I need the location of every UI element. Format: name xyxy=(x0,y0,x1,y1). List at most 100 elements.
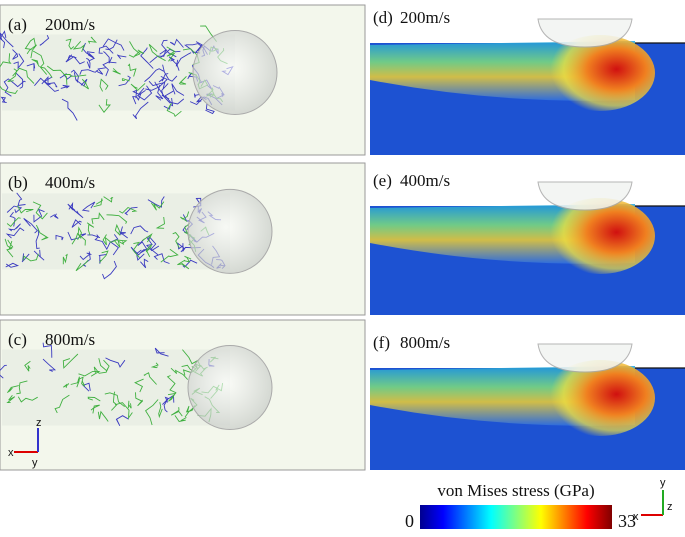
dislocation-line xyxy=(26,63,36,72)
dislocation-line xyxy=(127,63,137,77)
dislocation-line xyxy=(12,49,19,60)
axis-label: z xyxy=(36,417,42,429)
dislocation-line xyxy=(35,227,40,250)
dislocation-line xyxy=(23,218,38,234)
dislocation-line xyxy=(3,78,12,97)
dislocation-line xyxy=(174,415,187,422)
dislocation-line xyxy=(67,55,77,61)
projectile xyxy=(537,181,633,211)
dislocation-line xyxy=(24,360,31,372)
dislocation-line xyxy=(166,46,176,62)
dislocation-line xyxy=(81,201,96,212)
dislocation-line xyxy=(103,196,114,203)
dislocation-line xyxy=(183,255,192,263)
dislocation-line xyxy=(16,192,26,207)
dislocation-line xyxy=(118,75,131,87)
dislocation-line xyxy=(64,74,87,77)
panel-label: (e) xyxy=(373,171,392,190)
dislocation-line xyxy=(148,80,166,90)
dislocation-line xyxy=(12,67,35,84)
panel-speed: 400m/s xyxy=(45,173,95,192)
panel-speed: 400m/s xyxy=(400,171,450,190)
dislocation-line xyxy=(160,48,181,58)
dislocation-line xyxy=(63,383,70,388)
dislocation-line xyxy=(128,49,145,58)
projectile xyxy=(537,18,633,48)
dislocation-line xyxy=(155,84,164,101)
dislocation-line xyxy=(153,253,170,264)
axis-label: z xyxy=(667,501,673,513)
dislocation-line xyxy=(102,61,117,77)
dislocation-line xyxy=(102,260,117,280)
dislocation-line xyxy=(154,81,171,104)
dislocation-line xyxy=(86,51,96,62)
dislocation-line xyxy=(94,236,111,251)
dislocation-line xyxy=(140,47,154,69)
dislocation-line xyxy=(71,232,86,246)
stress-hotspot xyxy=(545,35,655,111)
dislocation-line xyxy=(134,378,144,393)
dislocation-line xyxy=(67,201,76,211)
dislocation-line xyxy=(7,78,26,88)
dislocation-line xyxy=(149,48,167,64)
dislocation-line xyxy=(104,392,125,408)
dislocation-line xyxy=(166,375,177,394)
dislocation-line xyxy=(115,415,129,427)
dislocation-line xyxy=(6,217,21,228)
panel-label: (b) xyxy=(8,173,28,192)
dislocation-line xyxy=(4,238,14,258)
dislocation-line xyxy=(130,225,149,235)
dislocation-line xyxy=(97,410,109,422)
dislocation-line xyxy=(35,224,49,241)
dislocation-line xyxy=(99,250,109,263)
dislocation-line xyxy=(144,68,165,82)
dislocation-line xyxy=(50,213,59,219)
panel-label: (d) xyxy=(373,8,393,27)
dislocation-line xyxy=(0,53,12,68)
dislocation-line xyxy=(110,239,128,244)
dislocation-line xyxy=(98,98,111,113)
dislocation-line xyxy=(167,392,177,402)
dislocation-line xyxy=(70,376,80,388)
dislocation-line xyxy=(170,367,189,380)
dislocation-line xyxy=(78,370,101,377)
dislocation-line xyxy=(26,44,37,59)
dislocation-line xyxy=(130,246,152,256)
dislocation-line xyxy=(93,366,109,374)
dislocation-line xyxy=(205,103,215,115)
panel-speed: 200m/s xyxy=(400,8,450,27)
dislocation-line xyxy=(178,76,187,85)
dislocation-line xyxy=(150,362,159,369)
dislocation-line xyxy=(158,73,169,83)
projectile xyxy=(187,345,273,430)
colorbar-tick-label: 0 xyxy=(405,511,414,531)
dislocation-line xyxy=(17,205,34,214)
dislocation-line xyxy=(87,36,97,44)
dislocation-line xyxy=(145,244,152,258)
dislocation-line xyxy=(141,233,153,243)
projectile xyxy=(192,30,278,115)
panel-bg-top xyxy=(370,168,685,206)
projectile xyxy=(537,343,633,373)
dislocation-line xyxy=(5,227,25,239)
dislocation-line xyxy=(93,198,103,208)
right-panels: (d) 200m/s (e) 400m/s (f) 800m/s x yz xyxy=(370,5,685,523)
dislocation-line xyxy=(65,38,75,50)
dislocation-line xyxy=(175,52,192,67)
dislocation-line xyxy=(70,206,84,219)
dislocation-line xyxy=(136,85,153,101)
dislocation-line xyxy=(32,201,48,220)
dislocation-line xyxy=(99,78,109,92)
dislocation-line xyxy=(75,259,89,272)
dislocation-line xyxy=(121,78,130,82)
dislocation-line xyxy=(124,206,138,216)
dislocation-line xyxy=(90,404,100,414)
dislocation-line xyxy=(136,249,145,261)
dislocation-line xyxy=(164,90,185,105)
dislocation-line xyxy=(6,395,16,404)
dislocation-line xyxy=(79,69,97,75)
axis-label: y xyxy=(660,477,666,489)
dislocation-line xyxy=(81,78,90,90)
axis-label: x xyxy=(633,511,639,523)
